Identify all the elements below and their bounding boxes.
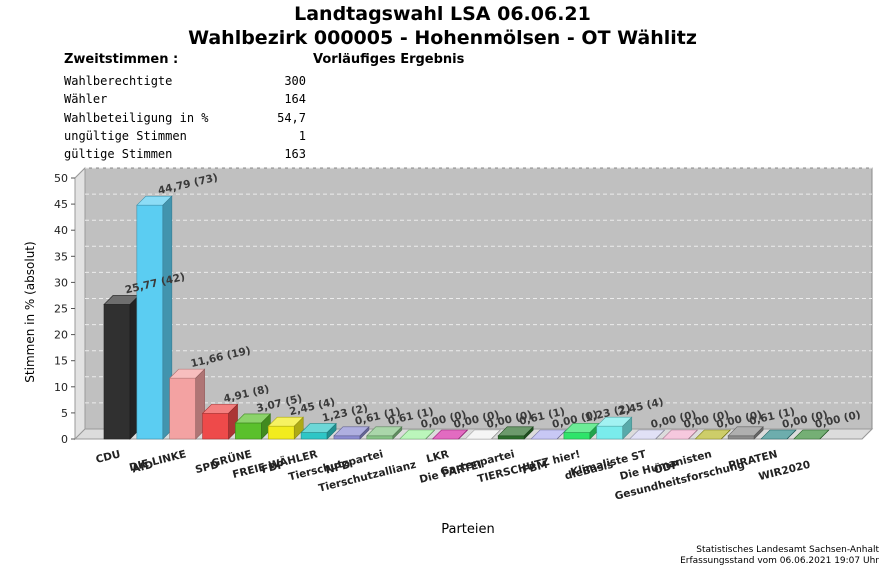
vote-type-label: Zweitstimmen : — [64, 52, 179, 67]
bar-7 — [333, 426, 370, 440]
bar-15 — [596, 416, 633, 440]
bar-side — [326, 422, 337, 440]
y-tick-label: 15 — [54, 355, 68, 368]
chart-subtitle: Wahlbezirk 000005 - Hohenmölsen - OT Wäh… — [188, 27, 697, 49]
bar-side — [655, 429, 665, 440]
stat-value: 163 — [284, 147, 306, 162]
y-tick-label: 5 — [61, 407, 68, 420]
bar-0 — [103, 294, 140, 440]
bar-side — [556, 429, 567, 440]
stats-table: Wahlberechtigte 300 Wähler 164 Wahlbetei… — [64, 72, 306, 163]
x-axis-label: Parteien — [441, 522, 495, 537]
bar-side — [425, 429, 435, 440]
bar-side — [622, 416, 633, 440]
y-tick-label: 45 — [54, 198, 68, 211]
y-tick-label: 25 — [54, 303, 68, 316]
x-tick-label: CDU — [95, 448, 122, 466]
stat-label: ungültige Stimmen — [64, 128, 187, 143]
stat-value: 164 — [284, 92, 306, 107]
bar-front — [596, 425, 624, 440]
bar-side — [359, 426, 370, 440]
x-tick-label: DIE LINKE — [128, 448, 187, 474]
x-tick-label: NPD — [324, 459, 352, 477]
y-axis-ticks: 0 5 10 15 20 25 30 35 40 45 50 — [54, 172, 75, 446]
bar-side — [819, 429, 830, 440]
bar-front — [103, 304, 131, 440]
bar-13 — [530, 429, 567, 440]
y-axis-label: Stimmen in % (absolut) — [23, 241, 37, 382]
bar-side — [753, 426, 764, 440]
y-tick-label: 50 — [54, 172, 68, 185]
bar-6 — [300, 422, 337, 440]
bar-front — [366, 435, 394, 440]
stat-row: Wähler 164 — [64, 90, 306, 108]
bar-2 — [168, 368, 206, 440]
gridlines — [85, 167, 872, 404]
bar-side — [458, 429, 468, 440]
stat-row: Wahlbeteiligung in % 54,7 — [64, 109, 306, 127]
bar-side — [786, 429, 797, 440]
bars — [103, 195, 830, 440]
bar-21 — [793, 429, 830, 440]
plot-side-wall — [74, 166, 86, 441]
bar-11 — [464, 429, 502, 440]
footer-source: Statistisches Landesamt Sachsen-Anhalt — [696, 545, 879, 555]
y-tick-label: 30 — [54, 276, 68, 289]
stat-value: 300 — [284, 74, 306, 88]
bar-8 — [366, 426, 403, 440]
bar-side — [688, 429, 698, 440]
stat-label: Wahlbeteiligung in % — [64, 110, 209, 125]
x-tick-label: FDP — [260, 459, 286, 476]
result-status: Vorläufiges Ergebnis — [313, 52, 465, 67]
bar-3 — [201, 403, 239, 440]
bar-5 — [267, 416, 304, 440]
stat-row: gültige Stimmen 163 — [64, 145, 306, 163]
stat-label: Wahlberechtigte — [64, 74, 173, 88]
bar-front — [563, 432, 591, 440]
x-tick-label: LKR — [425, 448, 450, 465]
bar-front — [136, 204, 164, 440]
bar-front — [300, 432, 328, 440]
footer-timestamp: Erfassungsstand vom 06.06.2021 19:07 Uhr — [680, 556, 879, 566]
bar-1 — [136, 195, 173, 440]
y-tick-label: 35 — [54, 250, 68, 263]
bar-front — [235, 422, 262, 440]
y-tick-label: 40 — [54, 224, 68, 237]
bar-front — [727, 435, 755, 440]
bar-16 — [628, 429, 666, 440]
y-tick-label: 0 — [61, 433, 68, 446]
bar-side — [293, 416, 304, 440]
bar-17 — [661, 429, 699, 440]
x-tick-label: AfD — [131, 459, 155, 476]
bar-18 — [694, 429, 732, 440]
stat-value: 54,7 — [277, 110, 306, 125]
stat-row: ungültige Stimmen 1 — [64, 127, 306, 145]
bar-side — [523, 426, 534, 440]
stat-label: gültige Stimmen — [64, 147, 173, 162]
bar-side — [491, 429, 501, 440]
y-tick-label: 20 — [54, 329, 68, 342]
bar-front — [497, 435, 525, 440]
bar-4 — [234, 413, 272, 440]
stat-value: 1 — [298, 128, 306, 143]
bar-front — [333, 435, 361, 440]
x-tick-label: SPD — [194, 459, 220, 477]
bar-front — [169, 377, 196, 440]
bar-9 — [398, 429, 436, 440]
bar-20 — [760, 429, 797, 440]
bar-12 — [497, 426, 534, 440]
y-tick-label: 10 — [54, 381, 68, 394]
stat-row: Wahlberechtigte 300 — [64, 72, 306, 90]
chart-title: Landtagswahl LSA 06.06.21 — [294, 3, 591, 25]
bar-10 — [431, 429, 469, 440]
bar-side — [721, 429, 731, 440]
bar-19 — [727, 426, 764, 440]
bar-side — [392, 426, 403, 440]
bar-front — [267, 425, 295, 440]
bar-front — [202, 413, 229, 440]
stat-label: Wähler — [64, 92, 108, 107]
